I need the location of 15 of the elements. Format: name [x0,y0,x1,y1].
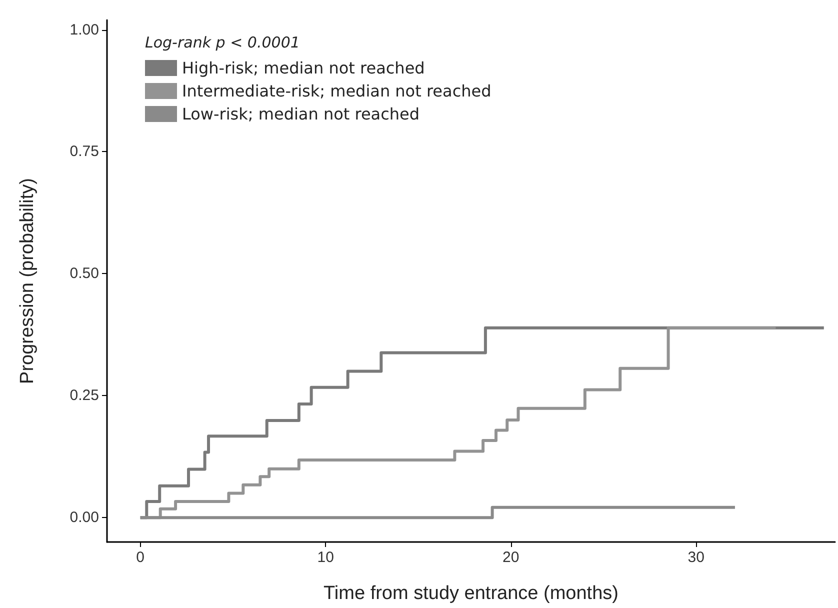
legend-label: High-risk; median not reached [182,58,425,78]
x-tick-label: 20 [502,549,520,566]
y-axis-title: Progression (probability) [17,178,38,384]
y-tick-label: 0.00 [70,509,99,526]
legend-title: Log-rank p < 0.0001 [145,34,300,52]
y-tick-label: 1.00 [70,21,99,38]
x-tick-label: 10 [317,549,334,566]
y-tick-label: 0.25 [70,387,99,404]
x-tick-label: 30 [688,549,704,566]
y-tick-label: 0.50 [70,265,99,282]
legend-label: Low-risk; median not reached [182,104,420,124]
legend-label: Intermediate-risk; median not reached [182,82,492,100]
y-tick-label: 0.75 [70,143,99,160]
x-axis-title: Time from study entrance (months) [324,583,618,604]
x-tick-label: 0 [136,549,145,566]
